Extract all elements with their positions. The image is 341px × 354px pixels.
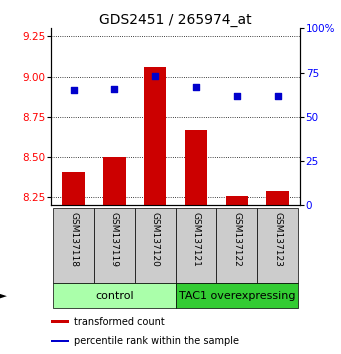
Bar xyxy=(51,320,69,323)
Bar xyxy=(103,157,125,205)
FancyBboxPatch shape xyxy=(94,209,135,283)
Text: GSM137122: GSM137122 xyxy=(232,212,241,267)
Bar xyxy=(144,67,166,205)
Point xyxy=(193,84,199,90)
FancyBboxPatch shape xyxy=(53,209,94,283)
Text: GSM137123: GSM137123 xyxy=(273,212,282,267)
Point xyxy=(112,86,117,91)
Text: GSM137121: GSM137121 xyxy=(192,212,201,267)
Bar xyxy=(185,130,207,205)
Bar xyxy=(62,172,85,205)
Text: GSM137119: GSM137119 xyxy=(110,212,119,267)
Text: GSM137120: GSM137120 xyxy=(151,212,160,267)
FancyBboxPatch shape xyxy=(135,209,176,283)
FancyBboxPatch shape xyxy=(217,209,257,283)
FancyBboxPatch shape xyxy=(53,283,176,308)
Text: strain ►: strain ► xyxy=(0,291,7,301)
Text: TAC1 overexpressing: TAC1 overexpressing xyxy=(179,291,295,301)
Text: transformed count: transformed count xyxy=(74,316,164,327)
Bar xyxy=(226,196,248,205)
Point xyxy=(152,73,158,79)
FancyBboxPatch shape xyxy=(176,209,217,283)
Text: GSM137118: GSM137118 xyxy=(69,212,78,267)
Text: control: control xyxy=(95,291,134,301)
Point xyxy=(71,87,76,93)
FancyBboxPatch shape xyxy=(176,283,298,308)
Point xyxy=(234,93,240,98)
Bar xyxy=(51,340,69,342)
Title: GDS2451 / 265974_at: GDS2451 / 265974_at xyxy=(99,13,252,27)
FancyBboxPatch shape xyxy=(257,209,298,283)
Text: percentile rank within the sample: percentile rank within the sample xyxy=(74,336,239,346)
Bar xyxy=(266,191,289,205)
Point xyxy=(275,93,280,98)
